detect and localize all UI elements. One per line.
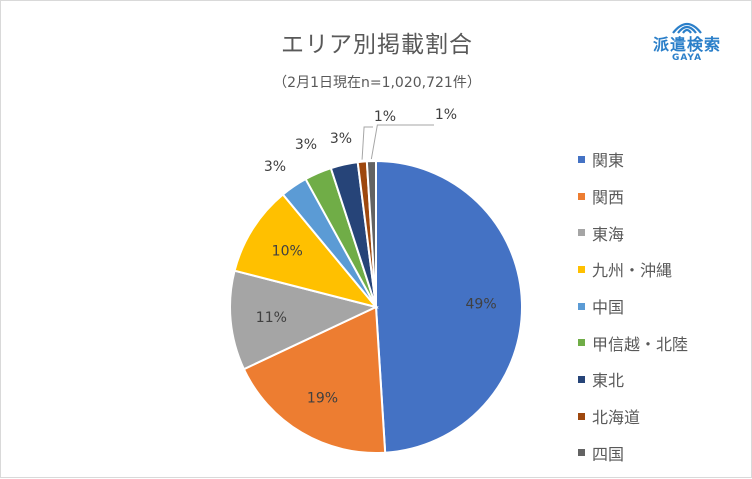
legend-swatch [578,412,585,420]
legend-item-関東: 関東 [578,141,748,178]
legend-swatch [578,375,585,383]
logo-text: 派遣検索 [652,35,721,54]
data-label-関東: 49% [466,297,497,313]
data-label-九州-沖縄: 10% [272,244,303,260]
legend-swatch [578,339,585,347]
pie-slice-九州-沖縄 [233,193,379,309]
data-label-東海: 11% [256,310,287,326]
chart-legend: 関東関西東海九州・沖縄中国甲信越・北陸 東北北海道四国 [578,141,748,471]
legend-label: 中国 [592,298,625,318]
pie-slice-関東 [375,159,524,454]
legend-label: 九州・沖縄 [592,261,673,281]
legend-label: 四国 [592,444,625,464]
legend-swatch [578,229,585,237]
legend-label: 北海道 [592,408,641,428]
data-label-四国: 1% [435,107,457,123]
data-label-北海道: 1% [374,109,396,125]
legend-label: 東北 [592,371,625,391]
data-label-関西: 19% [307,390,338,406]
legend-label: 関西 [592,188,625,208]
pie-slice-東海 [229,269,379,371]
chart-title: エリア別掲載割合 [281,32,473,58]
legend-item-四国: 四国 [578,435,748,472]
legend-swatch [578,155,585,163]
legend-item-東北: 東北 [578,361,748,398]
legend-item-甲信越-北陸: 甲信越・北陸 [578,324,748,361]
chart-subtitle: （2月1日現在n=1,020,721件） [273,75,481,91]
legend-item-九州-沖縄: 九州・沖縄 [578,251,748,288]
data-label-甲信越-北陸: 3% [295,137,317,153]
signal-waves-icon [672,22,702,34]
pie-slice-四国 [365,159,377,308]
legend-label: 関東 [592,151,625,171]
legend-item-北海道: 北海道 [578,398,748,435]
gaya-logo: 派遣検索 GAYA [647,13,727,71]
logo-subtext: GAYA [671,53,703,63]
legend-item-東海: 東海 [578,214,748,251]
data-label-中国: 3% [264,159,286,175]
legend-swatch [578,302,585,310]
leader-line-北海道 [361,126,373,160]
legend-label: 東海 [592,224,625,244]
pie-slice-関西 [242,305,387,454]
legend-swatch [578,449,585,457]
legend-swatch [578,265,585,273]
data-label-東北: 3% [330,131,352,147]
legend-label: 甲信越・北陸 [592,334,689,354]
legend-item-中国: 中国 [578,288,748,325]
legend-swatch [578,192,585,200]
legend-item-関西: 関西 [578,178,748,215]
leader-line-四国 [370,124,434,160]
